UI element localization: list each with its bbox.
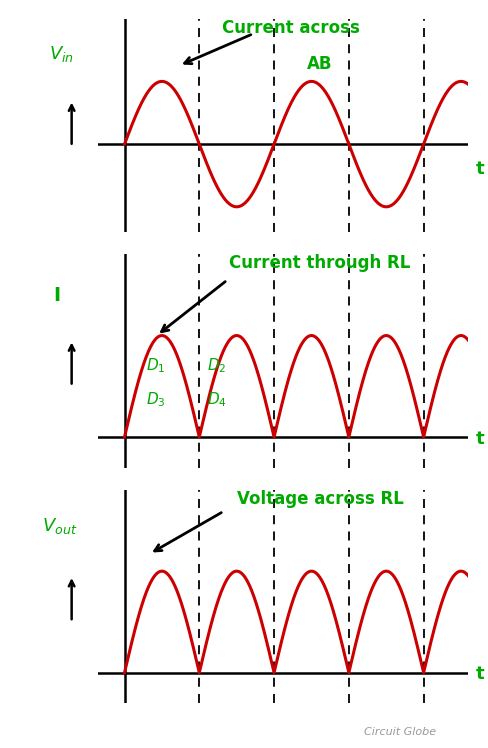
Text: $D_3$: $D_3$ bbox=[146, 390, 165, 409]
Text: Current across: Current across bbox=[222, 19, 359, 37]
Text: Voltage across RL: Voltage across RL bbox=[237, 490, 404, 508]
Text: Current through RL: Current through RL bbox=[229, 254, 411, 272]
Text: AB: AB bbox=[307, 55, 333, 73]
Text: t: t bbox=[476, 665, 485, 684]
Text: I: I bbox=[53, 286, 60, 305]
Text: $D_2$: $D_2$ bbox=[207, 357, 226, 375]
Text: t: t bbox=[476, 429, 485, 448]
Text: $D_1$: $D_1$ bbox=[146, 357, 165, 375]
Text: $V_{in}$: $V_{in}$ bbox=[49, 44, 74, 64]
Text: Circuit Globe: Circuit Globe bbox=[364, 727, 436, 737]
Text: $D_4$: $D_4$ bbox=[207, 390, 227, 409]
Text: t: t bbox=[476, 160, 485, 178]
Text: $V_{out}$: $V_{out}$ bbox=[42, 515, 77, 536]
